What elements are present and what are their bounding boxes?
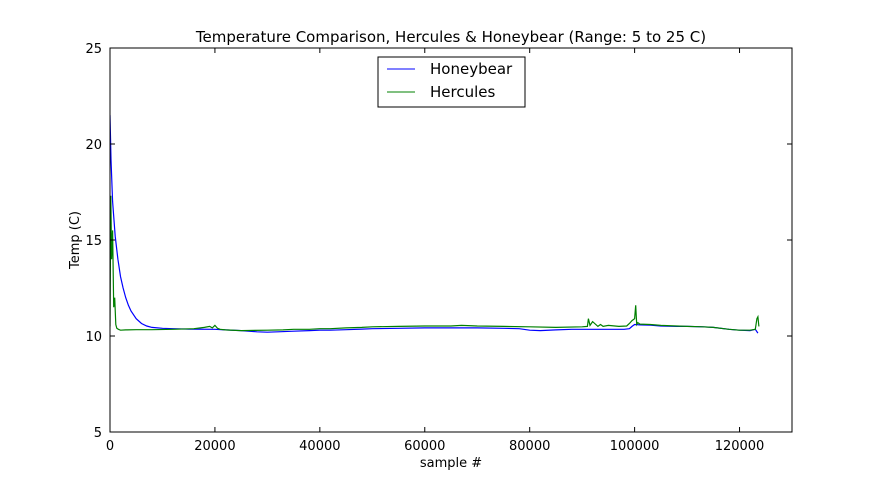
x-tick-label: 80000 bbox=[509, 439, 550, 454]
chart-title: Temperature Comparison, Hercules & Honey… bbox=[195, 28, 706, 46]
legend-label-honeybear: Honeybear bbox=[430, 60, 513, 78]
y-tick-label: 15 bbox=[85, 234, 102, 249]
legend-box bbox=[377, 56, 526, 108]
y-axis-label: Temp (C) bbox=[68, 211, 83, 270]
y-tick-label: 25 bbox=[85, 42, 102, 57]
y-tick-label: 5 bbox=[94, 426, 102, 441]
x-tick-label: 60000 bbox=[404, 439, 445, 454]
series-line-honeybear bbox=[110, 115, 759, 334]
x-axis-label: sample # bbox=[420, 456, 482, 471]
legend: Honeybear Hercules bbox=[377, 56, 526, 108]
x-tick-label: 20000 bbox=[194, 439, 235, 454]
x-tick-label: 40000 bbox=[299, 439, 340, 454]
x-tick-label: 100000 bbox=[610, 439, 660, 454]
legend-label-hercules: Hercules bbox=[430, 83, 495, 101]
y-tick-label: 20 bbox=[85, 138, 102, 153]
series-line-hercules bbox=[110, 195, 760, 332]
y-tick-label: 10 bbox=[85, 330, 102, 345]
x-tick-label: 120000 bbox=[715, 439, 765, 454]
x-tick-label: 0 bbox=[106, 439, 114, 454]
axis-ticks: 0 20000 40000 60000 80000 100000 120000 5 10 15 20… bbox=[85, 42, 792, 454]
